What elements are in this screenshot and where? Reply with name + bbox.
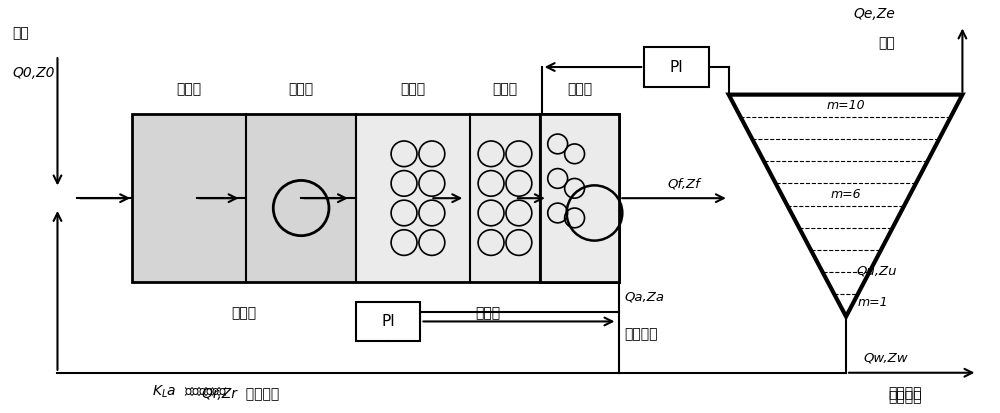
- Text: Q0,Z0: Q0,Z0: [13, 66, 55, 80]
- Text: Qe,Ze: Qe,Ze: [853, 7, 895, 21]
- Text: 污泥排放: 污泥排放: [888, 386, 921, 400]
- Text: 单元五: 单元五: [567, 83, 592, 97]
- Text: Qf,Zf: Qf,Zf: [668, 177, 700, 190]
- Bar: [132, 114, 356, 282]
- Text: PI: PI: [670, 59, 683, 74]
- Text: 出水: 出水: [878, 36, 895, 50]
- Text: 曝气区: 曝气区: [475, 307, 500, 320]
- Text: 废水: 废水: [13, 26, 29, 40]
- Text: $K_L$$a$  氧气转换系数: $K_L$$a$ 氧气转换系数: [152, 384, 228, 400]
- Text: 单元二: 单元二: [289, 83, 314, 97]
- Text: Qw,Zw: Qw,Zw: [863, 352, 908, 365]
- Bar: [356, 114, 619, 282]
- Text: m=1: m=1: [858, 296, 889, 309]
- Bar: [356, 302, 420, 341]
- Text: Qu,Zu: Qu,Zu: [856, 264, 897, 277]
- Text: Qa,Za: Qa,Za: [624, 291, 664, 304]
- Text: 单元一: 单元一: [177, 83, 202, 97]
- Text: 单元三: 单元三: [400, 83, 426, 97]
- Text: PI: PI: [381, 314, 395, 329]
- Bar: [132, 114, 619, 282]
- Text: m=6: m=6: [831, 188, 861, 201]
- Text: Qr,Zr  外回流量: Qr,Zr 外回流量: [202, 386, 279, 400]
- Text: 缺氧区: 缺氧区: [231, 307, 256, 320]
- Text: 内回流量: 内回流量: [624, 327, 658, 341]
- Bar: [540, 114, 619, 282]
- Text: m=10: m=10: [827, 99, 865, 112]
- Bar: [644, 47, 709, 87]
- Polygon shape: [729, 95, 962, 316]
- Text: 单元四: 单元四: [492, 83, 518, 97]
- Text: 污泥排放: 污泥排放: [888, 390, 921, 404]
